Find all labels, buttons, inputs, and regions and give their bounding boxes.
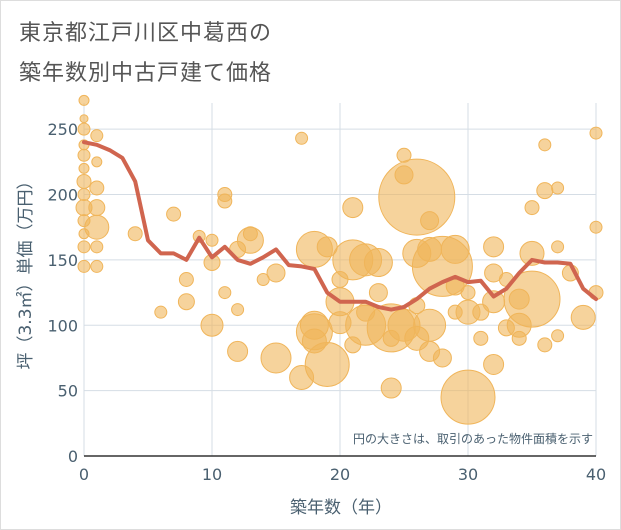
chart-title-line-1: 東京都江戸川区中葛西の (19, 21, 273, 46)
x-tick-label: 20 (330, 465, 350, 484)
scatter-point (242, 226, 258, 242)
scatter-point (511, 330, 527, 346)
trend-line (82, 140, 598, 312)
scatter-point (342, 197, 364, 219)
scatter-point (570, 304, 596, 330)
scatter-point (88, 199, 106, 217)
scatter-point (538, 138, 552, 152)
scatter-point (368, 283, 388, 303)
scatter-point (77, 122, 91, 136)
scatter-point (78, 94, 90, 106)
scatter-point (589, 126, 603, 140)
scatter-point (484, 263, 504, 283)
scatter-point (77, 148, 91, 162)
scatter-point (91, 156, 103, 168)
x-tick-label: 10 (202, 465, 222, 484)
scatter-point (483, 236, 505, 258)
scatter-point (200, 313, 224, 337)
scatter-bubbles (75, 94, 604, 425)
scatter-point (260, 342, 292, 374)
y-tick-label: 150 (47, 251, 78, 270)
x-tick-label: 40 (586, 465, 606, 484)
scatter-point (231, 303, 245, 317)
scatter-point (295, 131, 309, 145)
scatter-point (217, 193, 233, 209)
scatter-point (77, 188, 91, 202)
y-tick-label: 50 (58, 382, 78, 401)
scatter-point (205, 233, 219, 247)
x-tick-label: 30 (458, 465, 478, 484)
chart-title-line-2: 築年数別中古戸建て価格 (19, 61, 273, 86)
scatter-point (127, 226, 143, 242)
scatter-point (77, 259, 91, 273)
y-axis-label: 坪（3.3㎡）単価（万円） (16, 172, 36, 369)
bubble-size-note: 円の大きさは、取引のあった物件面積を示す (353, 431, 593, 446)
scatter-point (154, 305, 168, 319)
scatter-point (483, 353, 505, 375)
scatter-point (90, 129, 104, 143)
scatter-point (378, 158, 456, 236)
trend-line-group (82, 140, 598, 312)
scatter-point (90, 240, 104, 254)
scatter-point (473, 330, 489, 346)
scatter-point (536, 182, 554, 200)
scatter-point (551, 240, 565, 254)
scatter-point (78, 162, 90, 174)
scatter-point (460, 285, 476, 301)
scatter-point (266, 263, 286, 283)
scatter-point (363, 248, 393, 278)
scatter-point (84, 214, 110, 240)
y-tick-label: 100 (47, 316, 78, 335)
scatter-point (432, 348, 452, 368)
y-tick-label: 200 (47, 186, 78, 205)
scatter-point (177, 293, 195, 311)
scatter-point (76, 173, 92, 189)
scatter-point (440, 369, 496, 425)
x-axis-label: 築年数（年） (290, 498, 392, 518)
axis-ticks: 0 10 20 30 40 0 50 100 150 200 250 (47, 120, 606, 484)
scatter-point (551, 329, 565, 343)
y-tick-label: 0 (68, 447, 78, 466)
scatter-point (524, 200, 540, 216)
scatter-point (79, 114, 89, 124)
scatter-point (89, 180, 105, 196)
scatter-point (503, 270, 561, 328)
scatter-point (227, 340, 249, 362)
scatter-point (537, 337, 553, 353)
scatter-point (166, 206, 182, 222)
scatter-point (218, 286, 232, 300)
scatter-point (380, 377, 402, 399)
scatter-point (420, 211, 440, 231)
scatter-point (77, 240, 91, 254)
scatter-point (304, 341, 350, 387)
scatter-point (178, 272, 194, 287)
scatter-point (413, 308, 447, 342)
scatter-point (589, 220, 603, 234)
scatter-point (551, 181, 565, 195)
y-tick-label: 250 (47, 120, 78, 139)
scatter-point (90, 259, 104, 273)
scatter-point (440, 234, 470, 264)
x-tick-label: 0 (79, 465, 89, 484)
